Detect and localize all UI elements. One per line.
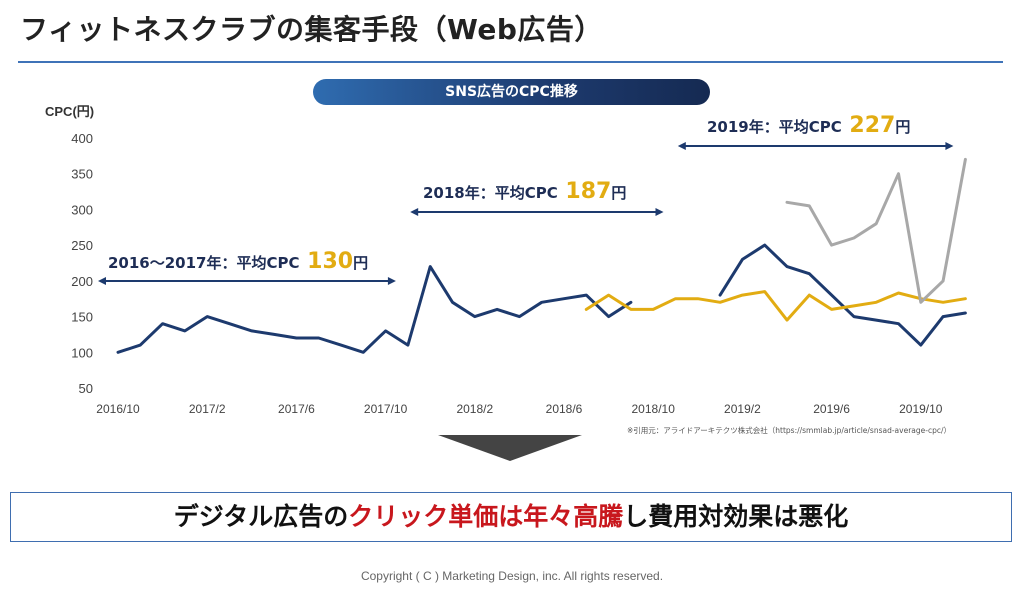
arrow-left-icon (677, 142, 686, 150)
conclusion-highlight: クリック単価は年々高騰 (348, 502, 624, 531)
x-tick-label: 2016/10 (96, 402, 140, 416)
y-tick-label: 400 (71, 131, 93, 146)
down-arrow-icon (438, 435, 582, 461)
annotation-unit: 円 (353, 254, 368, 272)
series-line-1 (584, 290, 967, 322)
source-note: ※引用元：アライドアーキテクツ株式会社（https://smmlab.jp/ar… (627, 425, 951, 435)
x-tick-label: 2017/6 (278, 402, 315, 416)
x-tick-label: 2017/2 (189, 402, 226, 416)
annotation-label: 2019年：平均CPC 227円 (707, 113, 910, 138)
annotation-unit: 円 (895, 118, 910, 136)
annotation-label: 2016〜2017年：平均CPC 130円 (108, 249, 368, 274)
x-tick-label: 2019/2 (724, 402, 761, 416)
annotation-value: 187 (558, 179, 612, 204)
annotation-text: 2016〜2017年：平均CPC (108, 254, 300, 272)
series-line-2 (785, 157, 967, 304)
title-divider (18, 61, 1003, 63)
y-tick-label: 200 (71, 274, 93, 289)
x-tick-label: 2018/6 (546, 402, 583, 416)
arrow-right-icon (655, 208, 664, 216)
y-tick-label: 300 (71, 202, 93, 217)
series-line-0 (116, 265, 633, 354)
series-line-0 (718, 243, 967, 347)
x-tick-label: 2018/10 (632, 402, 676, 416)
conclusion-text-1: デジタル広告の (173, 502, 349, 531)
y-axis-label: CPC(円) (45, 104, 94, 119)
y-tick-label: 250 (71, 238, 93, 253)
copyright-footer: Copyright ( C ) Marketing Design, inc. A… (360, 569, 664, 583)
arrow-right-icon (387, 277, 396, 285)
y-tick-label: 50 (79, 381, 93, 396)
x-tick-label: 2018/2 (456, 402, 493, 416)
chart-title-pill: SNS広告のCPC推移 (313, 79, 710, 105)
page-title: フィットネスクラブの集客手段（Web広告） (20, 13, 603, 46)
y-tick-label: 350 (71, 167, 93, 182)
y-tick-label: 150 (71, 310, 93, 325)
annotation-value: 130 (300, 249, 354, 274)
arrow-right-icon (945, 142, 954, 150)
annotation-label: 2018年：平均CPC 187円 (423, 179, 626, 204)
x-tick-label: 2019/6 (813, 402, 850, 416)
annotation-unit: 円 (611, 184, 626, 202)
arrow-left-icon (98, 277, 106, 285)
annotation-text: 2018年：平均CPC (423, 184, 558, 202)
x-tick-label: 2017/10 (364, 402, 408, 416)
conclusion-text-2: し費用対効果は悪化 (623, 502, 849, 531)
x-tick-label: 2019/10 (899, 402, 943, 416)
conclusion-box: デジタル広告のクリック単価は年々高騰し費用対効果は悪化 (10, 492, 1012, 542)
annotation-value: 227 (842, 113, 896, 138)
cpc-line-chart: CPC(円) 50 100 150 200 250 300 350 400 2016/10 2017… (45, 104, 967, 435)
arrow-left-icon (410, 208, 419, 216)
annotation-text: 2019年：平均CPC (707, 118, 842, 136)
y-tick-label: 100 (71, 345, 93, 360)
